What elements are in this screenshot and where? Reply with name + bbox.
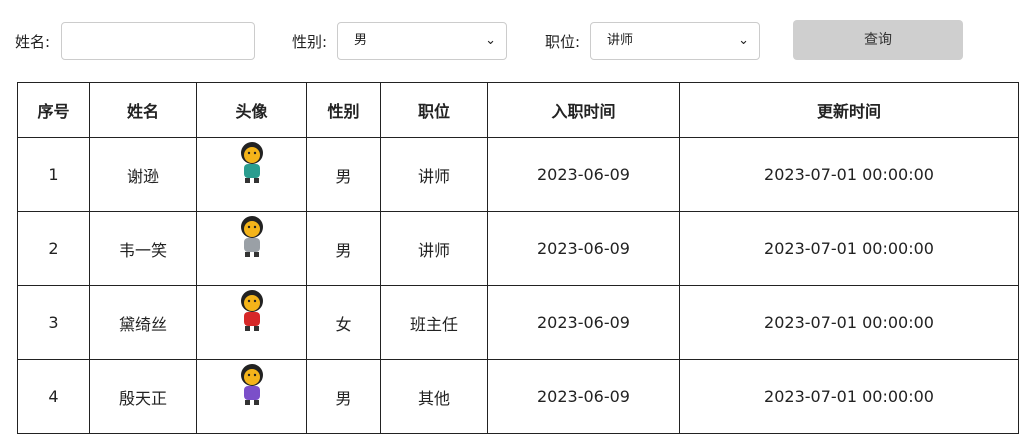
header-position: 职位	[380, 82, 488, 138]
cell-name: 殷天正	[89, 359, 197, 434]
cell-entry-date: 2023-06-09	[487, 285, 680, 360]
cell-avatar	[196, 211, 307, 286]
cell-position: 讲师	[380, 211, 488, 286]
cell-position: 班主任	[380, 285, 488, 360]
header-update-time: 更新时间	[679, 82, 1019, 138]
cell-id: 1	[17, 137, 90, 212]
chevron-down-icon: ⌄	[485, 33, 496, 48]
avatar-image	[240, 215, 263, 257]
table-header-row: 序号 姓名 头像 性别 职位 入职时间 更新时间	[17, 82, 1019, 138]
table-row: 1 谢逊 男讲师 2023-06-09 2023-07-01 00:00:00	[17, 137, 1019, 212]
position-label: 职位:	[545, 33, 581, 51]
header-name: 姓名	[89, 82, 197, 138]
header-gender: 性别	[306, 82, 381, 138]
cell-entry-date: 2023-06-09	[487, 211, 680, 286]
table-row: 3 黛绮丝 女班主任 2023-06-09 2023-07-01 00:00:00	[17, 285, 1019, 360]
cell-update-time: 2023-07-01 00:00:00	[679, 211, 1019, 286]
gender-select[interactable]: 男 ⌄	[337, 22, 507, 60]
cell-avatar	[196, 285, 307, 360]
avatar-image	[240, 363, 263, 405]
cell-id: 3	[17, 285, 90, 360]
cell-gender: 男	[306, 137, 381, 212]
position-value: 讲师	[607, 33, 634, 48]
header-entry-date: 入职时间	[487, 82, 680, 138]
header-id: 序号	[17, 82, 90, 138]
cell-id: 2	[17, 211, 90, 286]
table-row: 4 殷天正 男其他 2023-06-09 2023-07-01 00:00:00	[17, 359, 1019, 434]
header-avatar: 头像	[196, 82, 307, 138]
cell-entry-date: 2023-06-09	[487, 137, 680, 212]
gender-value: 男	[354, 33, 368, 48]
cell-name: 谢逊	[89, 137, 197, 212]
name-label: 姓名:	[15, 33, 51, 51]
cell-id: 4	[17, 359, 90, 434]
avatar-image	[240, 141, 263, 183]
cell-position: 其他	[380, 359, 488, 434]
cell-gender: 女	[306, 285, 381, 360]
cell-avatar	[196, 137, 307, 212]
table-row: 2 韦一笑 男讲师 2023-06-09 2023-07-01 00:00:00	[17, 211, 1019, 286]
position-select[interactable]: 讲师 ⌄	[590, 22, 760, 60]
cell-gender: 男	[306, 211, 381, 286]
cell-name: 黛绮丝	[89, 285, 197, 360]
name-input[interactable]	[61, 22, 255, 60]
cell-update-time: 2023-07-01 00:00:00	[679, 285, 1019, 360]
cell-name: 韦一笑	[89, 211, 197, 286]
employee-table: 序号 姓名 头像 性别 职位 入职时间 更新时间 1 谢逊男讲师 2023-06-0…	[17, 82, 1019, 434]
cell-position: 讲师	[380, 137, 488, 212]
cell-update-time: 2023-07-01 00:00:00	[679, 359, 1019, 434]
cell-avatar	[196, 359, 307, 434]
avatar-image	[240, 289, 263, 331]
chevron-down-icon: ⌄	[738, 33, 749, 48]
query-button[interactable]: 查询	[793, 20, 963, 60]
cell-update-time: 2023-07-01 00:00:00	[679, 137, 1019, 212]
cell-entry-date: 2023-06-09	[487, 359, 680, 434]
cell-gender: 男	[306, 359, 381, 434]
gender-label: 性别:	[292, 33, 328, 51]
